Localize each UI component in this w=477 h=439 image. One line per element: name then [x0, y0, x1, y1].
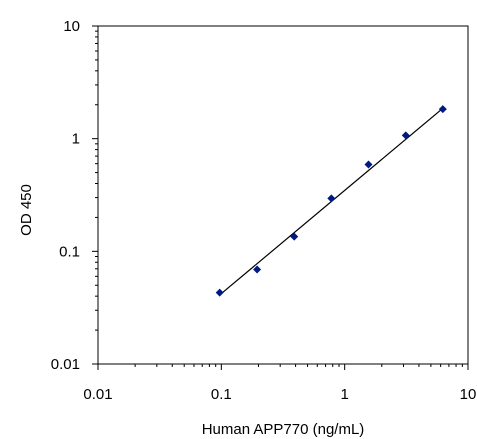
- plot-frame: [97, 25, 469, 365]
- data-point: [327, 194, 336, 203]
- axes: 0.01 0.1 1 10 0.01 0.1 1 10: [51, 18, 477, 403]
- y-axis-label: OD 450: [18, 184, 35, 236]
- data-points: [215, 105, 447, 297]
- data-point: [290, 232, 299, 241]
- x-axis-label: Human APP770 (ng/mL): [202, 421, 365, 438]
- data-point: [364, 160, 373, 169]
- y-tick-label: 10: [63, 18, 80, 35]
- data-point: [215, 288, 224, 297]
- x-tick-label: 1: [340, 386, 348, 403]
- y-tick-label: 0.01: [51, 356, 80, 373]
- y-tick-label: 0.1: [59, 243, 80, 260]
- data-point: [438, 105, 447, 114]
- y-tick-label: 1: [72, 131, 80, 148]
- x-tick-label: 0.01: [83, 386, 112, 403]
- x-tick-label: 0.1: [211, 386, 232, 403]
- data-point: [253, 265, 262, 274]
- x-tick-label: 10: [460, 386, 477, 403]
- axis-labels: Human APP770 (ng/mL) OD 450: [18, 184, 364, 438]
- data-point: [401, 131, 410, 140]
